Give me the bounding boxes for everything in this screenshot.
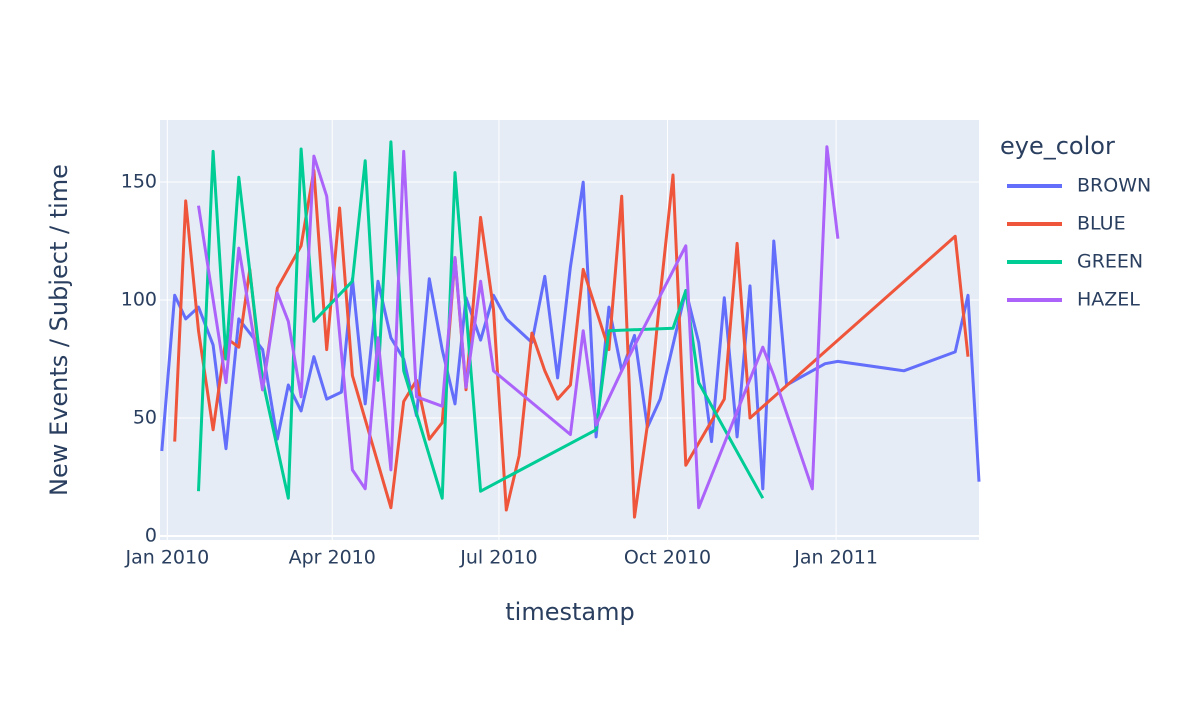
legend-label[interactable]: BLUE (1077, 213, 1126, 235)
series-line (197, 145, 840, 510)
y-tick-label: 150 (121, 171, 157, 193)
y-tick-label: 50 (133, 407, 157, 429)
legend-label[interactable]: BROWN (1077, 175, 1151, 197)
series-line (160, 180, 981, 491)
x-tick-label: Apr 2010 (289, 547, 376, 569)
legend: BROWN BLUE GREEN HAZEL (1007, 175, 1151, 311)
x-tick-label: Jan 2011 (793, 547, 878, 569)
x-axis-title: timestamp (505, 598, 634, 626)
plot-area (160, 120, 979, 540)
series-line (197, 140, 765, 500)
y-axis-title: New Events / Subject / time (45, 164, 73, 496)
x-tick-label: Oct 2010 (624, 547, 711, 569)
lines (160, 140, 981, 519)
y-tick-label: 100 (121, 289, 157, 311)
x-tick-label: Jul 2010 (459, 547, 537, 569)
x-tick-label: Jan 2010 (124, 547, 209, 569)
y-tick-label: 0 (145, 524, 157, 546)
legend-title: eye_color (1000, 132, 1115, 160)
legend-label[interactable]: GREEN (1077, 251, 1143, 273)
legend-label[interactable]: HAZEL (1077, 289, 1140, 311)
